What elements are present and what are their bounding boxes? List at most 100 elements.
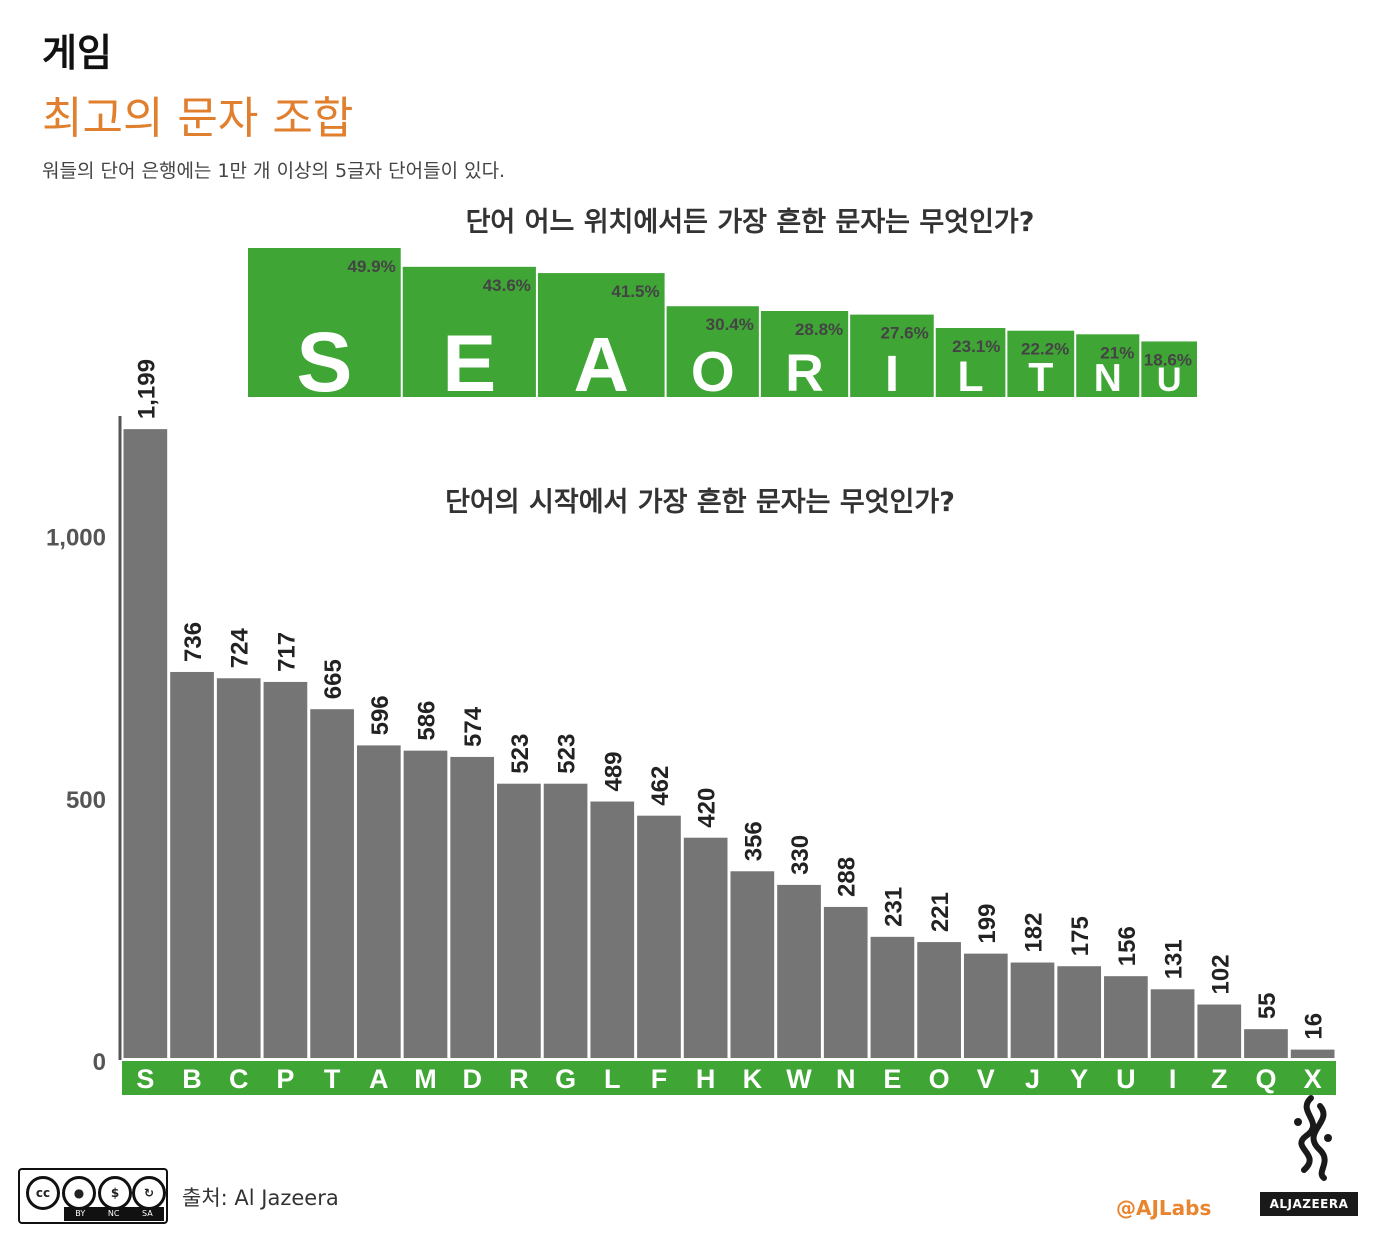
data-label-F: 462 — [647, 766, 674, 806]
data-label-N: 288 — [834, 857, 861, 897]
category-label: 게임 — [42, 31, 112, 75]
start-letter-bar-Z — [1197, 1004, 1242, 1058]
start-letter-bar-D — [450, 756, 495, 1058]
start-letter-bar-B — [170, 671, 214, 1058]
start-letter-bar-M — [403, 750, 448, 1058]
x-tick-label: T — [324, 1064, 341, 1094]
start-letter-bar-I — [1150, 989, 1195, 1058]
data-label-X: 16 — [1301, 1013, 1328, 1040]
data-label-C: 724 — [227, 628, 254, 669]
start-letter-bar-A — [356, 745, 401, 1058]
frequency-letter-E: E — [442, 319, 496, 409]
start-letter-bar-W — [777, 884, 821, 1058]
data-label-M: 586 — [414, 701, 441, 741]
chart2-title: 단어의 시작에서 가장 흔한 문자는 무엇인가? — [445, 487, 955, 518]
start-letter-bar-P — [263, 681, 308, 1058]
data-label-Y: 175 — [1067, 916, 1094, 956]
data-label-I: 131 — [1161, 939, 1188, 979]
x-tick-label: K — [743, 1064, 763, 1094]
x-tick-label: S — [136, 1064, 154, 1094]
start-letter-bar-G — [543, 783, 588, 1058]
x-tick-label: M — [414, 1064, 437, 1094]
y-tick-label: 500 — [66, 787, 106, 814]
x-tick-label: U — [1116, 1064, 1136, 1094]
chart1-title: 단어 어느 위치에서든 가장 흔한 문자는 무엇인가? — [465, 207, 1035, 238]
by-label: BY — [75, 1209, 86, 1218]
start-letter-bar-Y — [1057, 966, 1102, 1058]
letter-strip — [122, 1061, 1336, 1095]
x-tick-label: A — [369, 1064, 389, 1094]
nc-icon: $ — [98, 1176, 132, 1210]
frequency-label-A: 41.5% — [611, 282, 659, 301]
start-letter-bar-S — [123, 429, 168, 1058]
x-tick-label: J — [1025, 1064, 1040, 1094]
frequency-letter-I: I — [885, 345, 899, 402]
frequency-bar-I — [850, 314, 934, 397]
frequency-letter-R: R — [785, 344, 824, 403]
data-label-R: 523 — [507, 734, 534, 774]
x-tick-label: Y — [1070, 1064, 1088, 1094]
page-title: 최고의 문자 조합 — [42, 93, 354, 144]
x-tick-label: B — [182, 1064, 202, 1094]
frequency-label-O: 30.4% — [706, 315, 754, 334]
x-tick-label: D — [462, 1064, 482, 1094]
data-label-P: 717 — [273, 632, 300, 672]
x-tick-label: G — [555, 1064, 576, 1094]
frequency-label-T: 22.2% — [1021, 340, 1069, 359]
ajlabs-handle: @AJLabs — [1116, 1196, 1212, 1220]
start-letter-bar-L — [590, 801, 635, 1058]
data-label-G: 523 — [554, 734, 581, 774]
data-label-U: 156 — [1114, 926, 1141, 966]
data-label-H: 420 — [694, 788, 721, 828]
frequency-bar-N — [1076, 334, 1140, 397]
frequency-label-L: 23.1% — [952, 337, 1000, 356]
aljazeera-logo-icon — [1294, 1095, 1332, 1181]
data-label-L: 489 — [600, 751, 627, 791]
frequency-bar-R — [760, 311, 849, 397]
start-letter-bar-T — [310, 709, 354, 1058]
start-letter-bar-U — [1104, 976, 1148, 1058]
x-tick-label: N — [836, 1064, 856, 1094]
data-label-Z: 102 — [1207, 954, 1234, 994]
x-tick-label: O — [929, 1064, 950, 1094]
x-tick-label: I — [1169, 1064, 1177, 1094]
frequency-label-E: 43.6% — [483, 276, 531, 295]
data-label-D: 574 — [460, 706, 487, 747]
source-text: 출처: Al Jazeera — [182, 1186, 339, 1210]
nc-label: NC — [107, 1209, 120, 1218]
x-tick-label: C — [229, 1064, 249, 1094]
x-tick-label: V — [977, 1064, 995, 1094]
x-tick-label: H — [696, 1064, 716, 1094]
page-subtitle: 워들의 단어 은행에는 1만 개 이상의 5글자 단어들이 있다. — [42, 160, 506, 182]
cc-license-badge: cc ● $ ↻ BY NC SA — [18, 1168, 168, 1224]
x-tick-label: E — [883, 1064, 901, 1094]
start-letter-bar-J — [1010, 962, 1055, 1058]
frequency-bar-L — [935, 328, 1006, 397]
data-label-O: 221 — [927, 892, 954, 932]
frequency-letter-T: T — [1028, 354, 1053, 400]
frequency-label-R: 28.8% — [795, 320, 843, 339]
aljazeera-brand: ALJAZEERA — [1260, 1192, 1358, 1216]
start-letter-bar-X — [1290, 1049, 1335, 1058]
x-tick-label: F — [651, 1064, 668, 1094]
x-tick-label: Q — [1255, 1064, 1276, 1094]
x-tick-label: P — [276, 1064, 294, 1094]
frequency-bar-E — [402, 266, 536, 397]
frequency-label-I: 27.6% — [881, 324, 929, 343]
start-letter-bar-Q — [1244, 1029, 1288, 1058]
data-label-Q: 55 — [1254, 992, 1281, 1019]
sa-label: SA — [142, 1209, 153, 1218]
frequency-letter-L: L — [957, 353, 983, 401]
start-letter-bar-E — [870, 936, 915, 1058]
start-letter-bar-K — [730, 871, 775, 1058]
data-label-J: 182 — [1021, 912, 1048, 952]
frequency-letter-U: U — [1157, 361, 1182, 399]
start-letter-bar-R — [497, 783, 541, 1058]
start-letter-bar-C — [216, 678, 261, 1058]
frequency-letter-N: N — [1094, 357, 1122, 400]
cc-strip: BY NC SA — [64, 1207, 164, 1221]
data-label-A: 596 — [367, 695, 394, 735]
cc-icon: cc — [26, 1176, 60, 1210]
